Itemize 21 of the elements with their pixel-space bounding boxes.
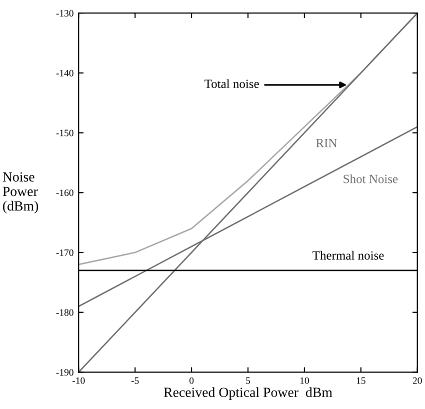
y-tick-label: -130 xyxy=(56,10,74,17)
x-tick-label: -5 xyxy=(131,377,139,384)
y-tick-label: -150 xyxy=(56,130,74,136)
x-tick-label: 20 xyxy=(412,377,422,384)
line-series xyxy=(78,13,418,372)
y-tick-label: -160 xyxy=(56,190,74,196)
x-tick-label: 5 xyxy=(246,377,250,384)
x-tick-label: 0 xyxy=(189,377,194,384)
series-label: Shot Noise xyxy=(344,174,398,184)
y-axis-title: Noise Power (dBm) xyxy=(2,172,38,214)
x-tick-label: 10 xyxy=(300,377,309,384)
y-tick-label: -170 xyxy=(56,249,74,256)
x-tick-label: -10 xyxy=(72,377,85,384)
y-tick-label: -140 xyxy=(56,70,74,76)
x-tick-label: 15 xyxy=(356,377,366,384)
y-tick-label: -190 xyxy=(56,369,74,376)
y-tick-label: -180 xyxy=(56,309,74,316)
x-axis-title: Received Optical Power dBm xyxy=(164,387,332,400)
annotation: Total noise xyxy=(204,79,259,88)
series-label: RIN xyxy=(316,138,337,148)
legend-label: Thermal noise xyxy=(312,250,384,260)
